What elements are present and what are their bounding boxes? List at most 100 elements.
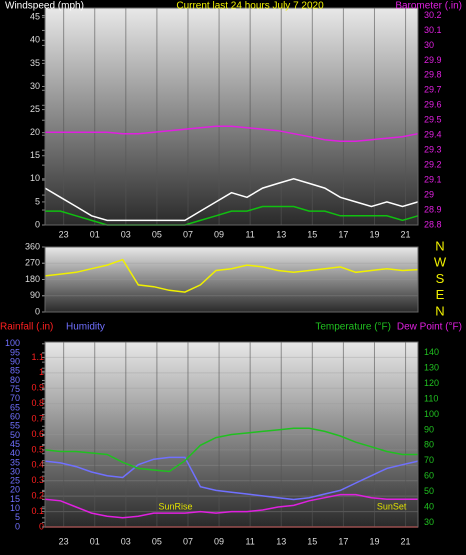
y3-tick-label: 30 [10,466,20,476]
y2-tick-label: 90 [424,424,434,434]
series-line [44,258,419,293]
x-tick-label: 13 [276,229,286,239]
y2-tick-label: S [436,271,445,286]
y-tick-label: 0 [35,219,40,229]
y3-tick-label: 70 [10,393,20,403]
chart-title: Current last 24 hours July 7 2020 [176,1,324,12]
x-tick-label: 03 [121,229,131,239]
y3-tick-label: 85 [10,366,20,376]
plot-border [44,7,419,226]
x-tick-label: 07 [183,229,193,239]
legend-label: Windspeed (mph) [5,1,84,12]
x-tick-label: 19 [369,229,379,239]
y2-tick-label: 40 [424,501,434,511]
y2-tick-label: 50 [424,486,434,496]
y2-tick-label: 60 [424,471,434,481]
x-tick-label: 05 [152,229,162,239]
legend-label: Humidity [66,322,105,333]
y3-tick-label: 25 [10,476,20,486]
plot-border [44,246,419,313]
y3-tick-label: 100 [5,338,20,348]
x-tick-label: 01 [90,229,100,239]
x-tick-label: 15 [307,229,317,239]
y2-tick-label: 29.9 [424,55,442,65]
y-tick-label: 90 [30,290,40,300]
y3-tick-label: 80 [10,375,20,385]
x-tick-label: 13 [276,536,286,546]
y2-tick-label: 30 [424,517,434,527]
x-tick-label: 15 [307,536,317,546]
y2-tick-label: 100 [424,409,439,419]
x-tick-label: 03 [121,536,131,546]
y-tick-label: 20 [30,127,40,137]
x-tick-label: 09 [214,229,224,239]
y3-tick-label: 15 [10,494,20,504]
y2-tick-label: 29.1 [424,174,442,184]
annotation: SunSet [377,501,407,511]
y-tick-label: 10 [30,173,40,183]
legend-label: Temperature (°F) [315,322,391,333]
y2-tick-label: 70 [424,455,434,465]
y-tick-label: 25 [30,104,40,114]
y-tick-label: 45 [30,12,40,22]
y3-tick-label: 10 [10,503,20,513]
y2-tick-label: 29.4 [424,130,442,140]
series-line [44,456,419,501]
x-tick-label: 07 [183,536,193,546]
y2-tick-label: 29.2 [424,160,442,170]
x-tick-label: 19 [369,536,379,546]
y-tick-label: 35 [30,58,40,68]
y3-tick-label: 65 [10,402,20,412]
y2-tick-label: 29.6 [424,100,442,110]
x-tick-label: 21 [401,536,411,546]
y2-tick-label: 130 [424,363,439,373]
y2-tick-label: 29.5 [424,115,442,125]
y2-tick-label: E [436,287,445,302]
series-line [44,493,418,519]
y3-tick-label: 50 [10,430,20,440]
series-line [44,178,419,222]
series-line [44,427,418,473]
x-tick-label: 09 [214,536,224,546]
x-tick-label: 23 [59,536,69,546]
x-tick-label: 11 [245,229,254,239]
legend-label: Barometer (.in) [395,1,462,12]
y-tick-label: 0.8 [31,398,44,408]
y-tick-label: 1.1 [31,352,44,362]
y-tick-label: 360 [25,241,40,251]
y3-tick-label: 0 [15,521,20,531]
x-tick-label: 17 [338,536,348,546]
plot-area [45,8,418,225]
y-tick-label: 1 [39,367,44,377]
legend-label: Dew Point (°F) [397,322,462,333]
y2-tick-label: 110 [424,393,438,403]
y-tick-label: 15 [30,150,40,160]
y-tick-label: 0 [35,306,40,316]
y3-tick-label: 75 [10,384,20,394]
y-tick-label: 0 [39,521,44,531]
y-tick-label: 0.3 [31,475,44,485]
y2-tick-label: 30 [424,40,434,50]
y3-tick-label: 20 [10,485,20,495]
y3-tick-label: 90 [10,357,20,367]
y-tick-label: 0.7 [31,413,44,423]
y2-tick-label: 140 [424,347,439,357]
y3-tick-label: 45 [10,439,20,449]
y-tick-label: 180 [25,274,40,284]
annotation: SunRise [159,501,193,511]
y3-tick-label: 95 [10,347,20,357]
y-tick-label: 5 [35,196,40,206]
y3-tick-label: 60 [10,411,20,421]
y3-tick-label: 5 [15,512,20,522]
y3-tick-label: 40 [10,448,20,458]
y-tick-label: 0.5 [31,444,44,454]
y2-tick-label: 29.8 [424,70,442,80]
y2-tick-label: N [435,238,444,253]
y-tick-label: 0.1 [31,506,44,516]
y2-tick-label: 80 [424,440,434,450]
y2-tick-label: 29 [424,189,434,199]
y3-tick-label: 35 [10,457,20,467]
y-tick-label: 0.4 [31,460,44,470]
y2-tick-label: W [434,255,447,270]
y-tick-label: 0.9 [31,383,44,393]
